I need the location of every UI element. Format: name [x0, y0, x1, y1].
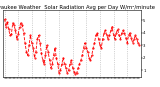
- Title: Milwaukee Weather  Solar Radiation Avg per Day W/m²/minute: Milwaukee Weather Solar Radiation Avg pe…: [0, 5, 155, 10]
